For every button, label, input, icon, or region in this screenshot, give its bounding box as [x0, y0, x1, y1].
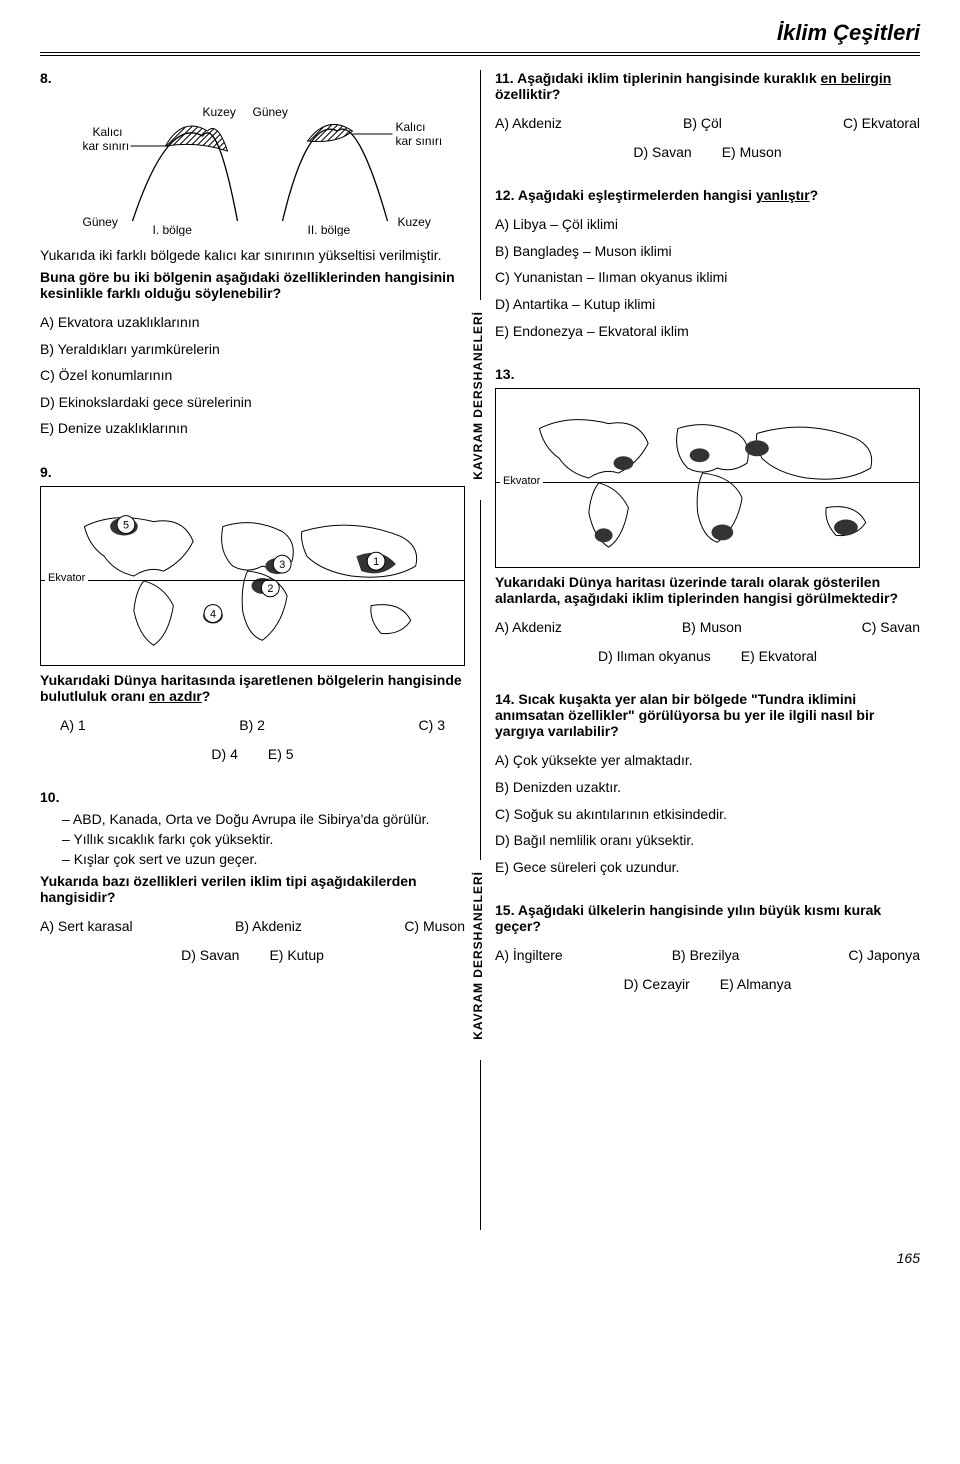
- option-e[interactable]: E) Gece süreleri çok uzundur.: [495, 854, 920, 881]
- svg-text:Kalıcı: Kalıcı: [396, 120, 426, 134]
- question-15: 15. Aşağıdaki ülkelerin hangisinde yılın…: [495, 902, 920, 997]
- option-c[interactable]: C) Ekvatoral: [843, 110, 920, 137]
- option-b[interactable]: B) Muson: [682, 614, 742, 641]
- option-d[interactable]: D) 4: [211, 741, 237, 768]
- bullet: – Kışlar çok sert ve uzun geçer.: [62, 851, 465, 867]
- options: A) Ekvatora uzaklıklarının B) Yeraldıkla…: [40, 309, 465, 442]
- options: A) Akdeniz B) Çöl C) Ekvatoral D) Savan …: [495, 110, 920, 165]
- equator-label: Ekvator: [45, 572, 88, 584]
- option-b[interactable]: B) Yeraldıkları yarımkürelerin: [40, 336, 465, 363]
- option-c[interactable]: C) Soğuk su akıntılarının etkisindedir.: [495, 801, 920, 828]
- option-c[interactable]: C) Japonya: [848, 942, 920, 969]
- options: A) Libya – Çöl iklimi B) Bangladeş – Mus…: [495, 211, 920, 344]
- brand-label: KAVRAM DERSHANELERİ: [471, 305, 485, 486]
- option-e[interactable]: E) Ekvatoral: [741, 643, 817, 670]
- svg-text:II. bölge: II. bölge: [308, 223, 351, 236]
- mountain-diagram: Kalıcı kar sınırı Kuzey Güney Kalıcı kar…: [40, 86, 465, 236]
- question-number: 13.: [495, 366, 514, 382]
- option-e[interactable]: E) 5: [268, 741, 294, 768]
- option-d[interactable]: D) Cezayir: [624, 971, 690, 998]
- question-stem: 11. Aşağıdaki iklim tiplerinin hangisind…: [495, 70, 920, 102]
- equator-label: Ekvator: [500, 475, 543, 487]
- question-14: 14. Sıcak kuşakta yer alan bir bölgede "…: [495, 691, 920, 880]
- option-e[interactable]: E) Kutup: [269, 942, 323, 969]
- question-stem: Yukarıdaki Dünya haritasında işaretlenen…: [40, 672, 465, 704]
- page-number: 165: [40, 1250, 920, 1266]
- question-stem: 15. Aşağıdaki ülkelerin hangisinde yılın…: [495, 902, 920, 934]
- svg-text:Kalıcı: Kalıcı: [93, 125, 123, 139]
- option-d[interactable]: D) Antartika – Kutup iklimi: [495, 291, 920, 318]
- svg-text:5: 5: [123, 520, 129, 532]
- option-e[interactable]: E) Denize uzaklıklarının: [40, 415, 465, 442]
- question-number: 9.: [40, 464, 52, 480]
- option-b[interactable]: B) Denizden uzaktır.: [495, 774, 920, 801]
- option-b[interactable]: B) Çöl: [683, 110, 722, 137]
- brand-label: KAVRAM DERSHANELERİ: [471, 865, 485, 1046]
- option-b[interactable]: B) Brezilya: [672, 942, 740, 969]
- world-map: Ekvator: [495, 388, 920, 568]
- question-stem: Buna göre bu iki bölgenin aşağıdaki özel…: [40, 269, 465, 301]
- option-a[interactable]: A) İngiltere: [495, 942, 563, 969]
- option-c[interactable]: C) Savan: [862, 614, 920, 641]
- svg-text:1: 1: [373, 556, 379, 568]
- center-divider: KAVRAM DERSHANELERİ KAVRAM DERSHANELERİ: [480, 70, 481, 1230]
- svg-text:4: 4: [210, 609, 216, 621]
- option-b[interactable]: B) 2: [239, 712, 265, 739]
- option-a[interactable]: A) Akdeniz: [495, 110, 562, 137]
- options: A) Akdeniz B) Muson C) Savan D) Ilıman o…: [495, 614, 920, 669]
- world-map: 5 4 2 3 1 Ekvator: [40, 486, 465, 666]
- option-d[interactable]: D) Ilıman okyanus: [598, 643, 711, 670]
- option-b[interactable]: B) Akdeniz: [235, 913, 302, 940]
- svg-text:Kuzey: Kuzey: [398, 215, 431, 229]
- question-stem: 14. Sıcak kuşakta yer alan bir bölgede "…: [495, 691, 920, 739]
- question-stem: Yukarıda bazı özellikleri verilen iklim …: [40, 873, 465, 905]
- option-c[interactable]: C) Özel konumlarının: [40, 362, 465, 389]
- question-number: 8.: [40, 70, 52, 86]
- svg-text:2: 2: [267, 583, 273, 595]
- option-d[interactable]: D) Bağıl nemlilik oranı yüksektir.: [495, 827, 920, 854]
- question-10: 10. – ABD, Kanada, Orta ve Doğu Avrupa i…: [40, 789, 465, 968]
- option-e[interactable]: E) Muson: [722, 139, 782, 166]
- svg-text:I. bölge: I. bölge: [153, 223, 193, 236]
- svg-text:Güney: Güney: [253, 105, 288, 119]
- question-12: 12. Aşağıdaki eşleştirmelerden hangisi y…: [495, 187, 920, 344]
- options: A) 1 B) 2 C) 3 D) 4 E) 5: [40, 712, 465, 767]
- question-stem: 12. Aşağıdaki eşleştirmelerden hangisi y…: [495, 187, 920, 203]
- option-a[interactable]: A) Ekvatora uzaklıklarının: [40, 309, 465, 336]
- option-c[interactable]: C) 3: [419, 712, 445, 739]
- options: A) Sert karasal B) Akdeniz C) Muson D) S…: [40, 913, 465, 968]
- bullet: – Yıllık sıcaklık farkı çok yüksektir.: [62, 831, 465, 847]
- option-d[interactable]: D) Savan: [633, 139, 691, 166]
- svg-text:Güney: Güney: [83, 215, 118, 229]
- question-9: 9. 5 4: [40, 464, 465, 767]
- option-a[interactable]: A) Çok yüksekte yer almaktadır.: [495, 747, 920, 774]
- option-e[interactable]: E) Endonezya – Ekvatoral iklim: [495, 318, 920, 345]
- option-d[interactable]: D) Ekinokslardaki gece sürelerinin: [40, 389, 465, 416]
- page-title: İklim Çeşitleri: [40, 20, 920, 56]
- question-13: 13. Ekvator: [495, 366, 920, 669]
- svg-text:kar sınırı: kar sınırı: [396, 134, 443, 148]
- question-8: 8. Kalıcı kar sınırı Kuzey Güney: [40, 70, 465, 442]
- question-stem: Yukarıdaki Dünya haritası üzerinde taral…: [495, 574, 920, 606]
- question-intro: Yukarıda iki farklı bölgede kalıcı kar s…: [40, 247, 465, 263]
- option-c[interactable]: C) Muson: [404, 913, 465, 940]
- option-c[interactable]: C) Yunanistan – Ilıman okyanus iklimi: [495, 264, 920, 291]
- options: A) Çok yüksekte yer almaktadır. B) Deniz…: [495, 747, 920, 880]
- bullet: – ABD, Kanada, Orta ve Doğu Avrupa ile S…: [62, 811, 465, 827]
- svg-text:Kuzey: Kuzey: [203, 105, 236, 119]
- options: A) İngiltere B) Brezilya C) Japonya D) C…: [495, 942, 920, 997]
- question-11: 11. Aşağıdaki iklim tiplerinin hangisind…: [495, 70, 920, 165]
- option-a[interactable]: A) 1: [60, 712, 86, 739]
- option-e[interactable]: E) Almanya: [720, 971, 792, 998]
- option-d[interactable]: D) Savan: [181, 942, 239, 969]
- svg-text:kar sınırı: kar sınırı: [83, 139, 130, 153]
- svg-text:3: 3: [279, 559, 285, 571]
- option-a[interactable]: A) Libya – Çöl iklimi: [495, 211, 920, 238]
- option-a[interactable]: A) Sert karasal: [40, 913, 133, 940]
- option-b[interactable]: B) Bangladeş – Muson iklimi: [495, 238, 920, 265]
- option-a[interactable]: A) Akdeniz: [495, 614, 562, 641]
- question-number: 10.: [40, 789, 59, 805]
